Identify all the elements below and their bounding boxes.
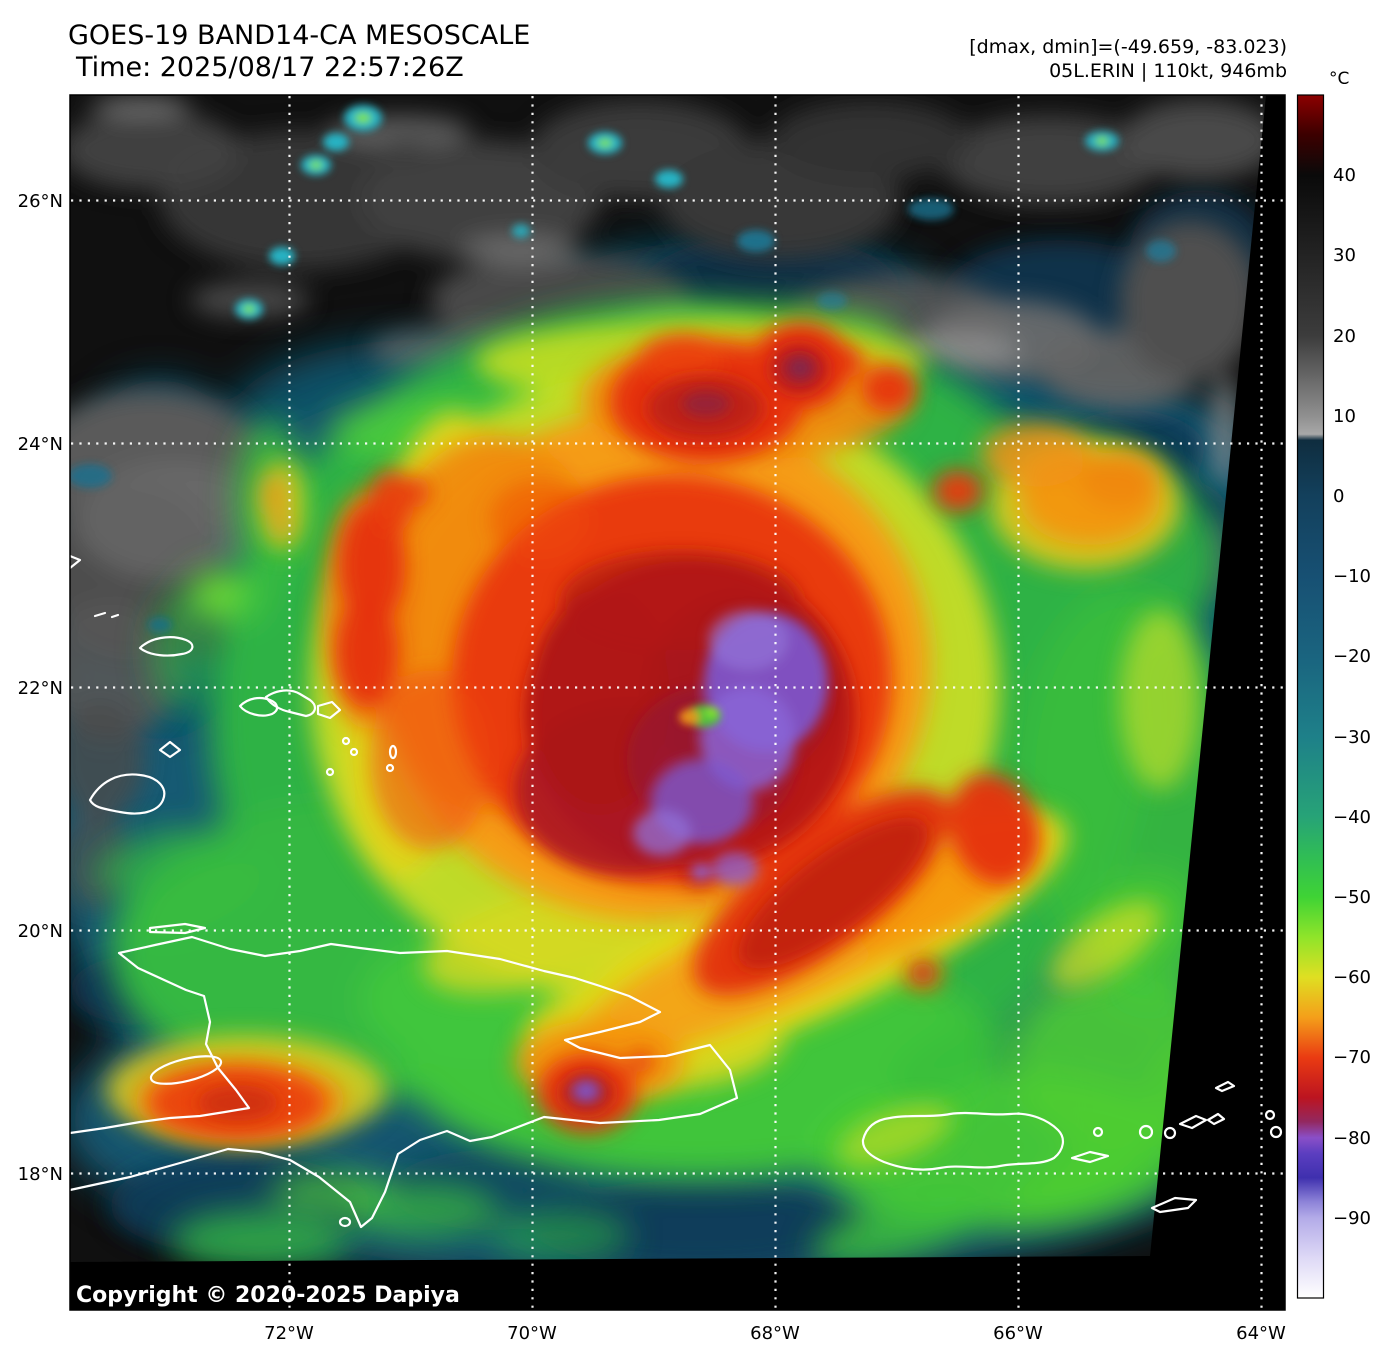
coastline-vieques — [1070, 1150, 1110, 1164]
longitude-axis: 72°W 70°W 68°W 66°W 64°W — [264, 1323, 1286, 1344]
map-frame — [69, 94, 1286, 1311]
colorbar-unit-label: °C — [1329, 69, 1349, 89]
coastline-ile-a-vache — [338, 1216, 352, 1228]
colorbar-tick-20: 20 — [1333, 326, 1356, 347]
colorbar-tick-0: 0 — [1333, 486, 1344, 507]
coastline-gonave-island — [149, 1055, 223, 1085]
lon-label-72w: 72°W — [264, 1323, 314, 1344]
coastline-anguilla — [1264, 1109, 1276, 1121]
colorbar-tick-30: 30 — [1333, 245, 1356, 266]
coastline-grand-turk — [388, 744, 398, 760]
coastline-east-caicos — [316, 700, 342, 720]
coastlines — [68, 554, 1283, 1229]
colorbar-tick-minus70: −70 — [1333, 1047, 1371, 1068]
colorbar-tick-10: 10 — [1333, 406, 1356, 427]
coastline-virgin-gorda — [1206, 1112, 1226, 1126]
storm-info-label: 05L.ERIN | 110kt, 946mb — [1049, 60, 1287, 82]
coastline-tortola — [1178, 1114, 1208, 1130]
lat-label-26n: 26°N — [18, 191, 63, 212]
no-data-region — [70, 95, 1285, 1310]
lat-label-18n: 18°N — [18, 1164, 63, 1185]
coastline-great-inagua — [88, 773, 166, 815]
latitude-axis: 26°N 24°N 22°N 20°N 18°N — [18, 191, 63, 1185]
colorbar-tick-minus10: −10 — [1333, 566, 1371, 587]
colorbar-tick-minus90: −90 — [1333, 1208, 1371, 1229]
coastline-tortue-island — [148, 922, 207, 935]
coastline-little-inagua — [158, 740, 182, 759]
lon-label-66w: 66°W — [993, 1323, 1043, 1344]
coastline-acklins-edge — [68, 554, 82, 570]
lon-label-70w: 70°W — [507, 1323, 557, 1344]
coastline-st-john — [1163, 1126, 1177, 1140]
lat-label-20n: 20°N — [18, 921, 63, 942]
satellite-imagery — [70, 95, 1285, 1310]
coastline-hispaniola — [68, 935, 739, 1229]
copyright-label: Copyright © 2020-2025 Dapiya — [76, 1283, 460, 1308]
coastline-anegada — [1214, 1080, 1236, 1093]
lat-label-24n: 24°N — [18, 434, 63, 455]
coastline-salt-cay — [385, 763, 395, 773]
colorbar: 40 30 20 10 0 −10 −20 −30 −40 −50 −60 −7… — [1296, 94, 1371, 1299]
coastline-caicos-islands — [264, 689, 316, 718]
coastline-caicos-cay-2 — [349, 747, 359, 757]
graticule — [71, 96, 1284, 1309]
colorbar-tick-40: 40 — [1333, 165, 1356, 186]
colorbar-tick-minus80: −80 — [1333, 1128, 1371, 1149]
colorbar-tick-minus50: −50 — [1333, 887, 1371, 908]
lon-label-68w: 68°W — [750, 1323, 800, 1344]
coastline-st-martin — [1269, 1125, 1283, 1139]
coastline-st-croix — [1150, 1196, 1198, 1214]
coastline-st-thomas — [1138, 1124, 1154, 1140]
colorbar-tick-minus40: −40 — [1333, 807, 1371, 828]
colorbar-gradient — [1296, 94, 1325, 1299]
coastline-mayaguana — [138, 636, 194, 657]
lat-label-22n: 22°N — [18, 678, 63, 699]
coastline-culebra — [1092, 1126, 1104, 1138]
coastline-caicos-cay-1 — [341, 736, 351, 746]
hurricane-eye-and-cells — [70, 105, 1176, 727]
range-minmax-label: [dmax, dmin]=(-49.659, -83.023) — [969, 36, 1287, 58]
colorbar-tick-minus60: −60 — [1333, 967, 1371, 988]
page-title: GOES-19 BAND14-CA MESOSCALE — [68, 20, 530, 51]
colorbar-tick-minus30: −30 — [1333, 727, 1371, 748]
coastline-plana-cays — [93, 611, 120, 619]
coastline-puerto-rico — [861, 1111, 1064, 1171]
timestamp-label: Time: 2025/08/17 22:57:26Z — [75, 52, 464, 83]
colorbar-tick-minus20: −20 — [1333, 646, 1371, 667]
coastline-caicos-cay-3 — [325, 767, 335, 777]
cloud-layer-purple — [572, 357, 828, 1102]
lon-label-64w: 64°W — [1236, 1323, 1286, 1344]
